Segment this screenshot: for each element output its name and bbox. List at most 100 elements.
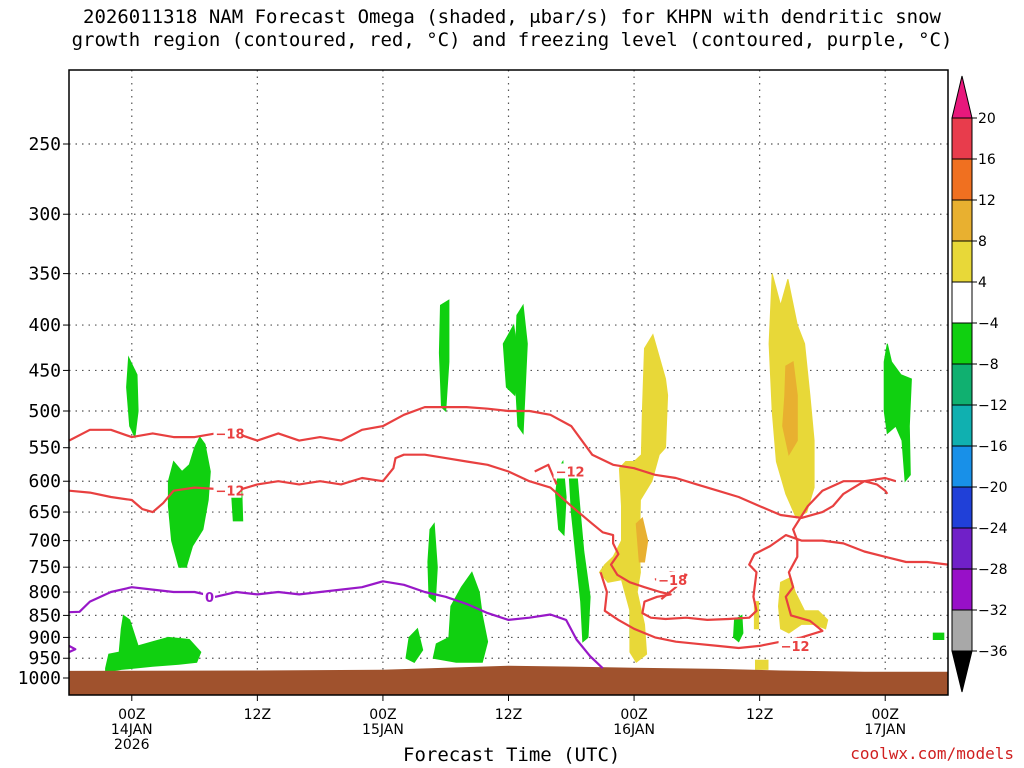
omega-region-5 [502,323,520,397]
colorbar-swatch-8 [951,445,973,488]
colorbar-label-5: −4 [978,316,999,332]
omega-region-21 [755,659,769,670]
dgz-isotherm-line-0 [69,406,897,520]
y-tick-label-1000: 1000 [18,668,61,689]
pressure-axis: 2503003504004505005506006507007508008509… [18,134,69,689]
omega-shading [105,273,945,673]
x-axis-label: Forecast Time (UTC) [403,744,621,766]
omega-region-3 [105,614,202,673]
colorbar-swatch-4 [951,281,973,324]
y-tick-label-550: 550 [28,438,61,459]
colorbar-swatch-10 [951,527,973,570]
colorbar-label-0: 20 [978,111,996,127]
colorbar-swatch-9 [951,486,973,529]
dgz-isotherm-label-bg-0 [213,425,242,441]
chart-title: 2026011318 NAM Forecast Omega (shaded, μ… [0,6,1024,52]
colorbar-label-11: −28 [978,562,1008,578]
dgz-isotherm-label-2: −12 [556,465,585,480]
omega-region-16 [932,632,945,640]
freezing-isotherm-line-1 [69,644,77,654]
colorbar-swatch-6 [951,363,973,406]
x-tick-label-4-1: 16JAN [613,722,655,738]
x-tick-label-6-0: 00Z [872,707,899,723]
colorbar-swatch-2 [951,199,973,242]
colorbar-label-9: −20 [978,480,1008,496]
omega-region-22 [782,360,798,457]
omega-region-8 [432,571,489,663]
omega-region-0 [126,355,139,439]
colorbar-label-10: −24 [978,521,1008,537]
terrain-layer [69,665,948,695]
y-tick-label-950: 950 [28,648,61,669]
dgz-isotherm-label-bg-3 [778,637,807,653]
dgz-isotherm-label-bg-2 [553,463,582,479]
dgz-isotherm-label-4: −18 [658,574,687,589]
omega-region-23 [635,516,649,563]
source-credit: coolwx.com/models [850,744,1014,763]
omega-region-9 [405,627,424,663]
dgz-isotherm-label-1: −12 [216,485,245,500]
terrain-surface [69,665,948,695]
colorbar-label-8: −16 [978,439,1008,455]
x-tick-label-3-0: 12Z [495,707,522,723]
omega-region-14 [732,614,744,643]
dgz-isotherm-line-1 [69,453,948,622]
colorbar-label-7: −12 [978,398,1008,414]
y-tick-label-300: 300 [28,204,61,225]
colorbar-swatch-0 [951,117,973,160]
x-tick-label-5-0: 12Z [746,707,773,723]
colorbar-label-4: 4 [978,275,987,291]
colorbar-swatch-5 [951,322,973,365]
colorbar-top-arrow [951,75,973,119]
colorbar-label-6: −8 [978,357,999,373]
y-tick-label-400: 400 [28,315,61,336]
chart-title-line1: 2026011318 NAM Forecast Omega (shaded, μ… [83,6,941,28]
colorbar-label-3: 8 [978,234,987,250]
dgz-isotherm-label-3: −12 [781,640,810,655]
omega-region-15 [883,343,912,483]
y-tick-label-900: 900 [28,627,61,648]
colorbar-swatch-7 [951,404,973,447]
colorbar-swatch-11 [951,568,973,611]
x-tick-label-6-1: 17JAN [864,722,906,738]
x-tick-label-4-0: 00Z [620,707,647,723]
x-tick-label-0-1: 14JAN [111,722,153,738]
colorbar-label-12: −32 [978,603,1008,619]
dgz-isotherm-line-3 [599,480,889,650]
y-tick-label-750: 750 [28,557,61,578]
y-tick-label-350: 350 [28,264,61,285]
dgz-isotherm-label-bg-1 [213,482,242,498]
y-tick-label-250: 250 [28,134,61,155]
dgz-isotherm-label-0: −18 [216,427,245,442]
y-tick-label-500: 500 [28,401,61,422]
colorbar-label-2: 12 [978,193,996,209]
x-tick-label-2-1: 15JAN [362,722,404,738]
colorbar-label-13: −36 [978,644,1008,660]
x-tick-label-1-0: 12Z [244,707,271,723]
y-tick-label-850: 850 [28,605,61,626]
omega-region-6 [438,299,450,413]
y-tick-label-650: 650 [28,502,61,523]
x-tick-label-0-0: 00Z [118,707,145,723]
x-tick-label-2-0: 00Z [369,707,396,723]
freezing-isotherm-line-0 [69,580,604,669]
colorbar-swatch-3 [951,240,973,283]
omega-region-1 [167,436,211,568]
omega-region-12 [568,467,591,643]
colorbar-swatch-1 [951,158,973,201]
y-tick-label-800: 800 [28,582,61,603]
colorbar-bottom-arrow [951,650,973,693]
omega-region-10 [466,585,473,603]
temperature-contours: −18 −12 −12 −12 −18 0 [69,406,948,669]
y-tick-label-600: 600 [28,471,61,492]
dgz-isotherm-label-bg-4 [656,571,685,587]
freezing-isotherm-label-bg-0 [203,588,216,604]
colorbar-swatch-12 [951,609,973,652]
y-tick-label-700: 700 [28,531,61,552]
chart-title-line2: growth region (contoured, red, °C) and f… [71,29,953,51]
omega-colorbar: 20 16 12 8 4 −4 −8 −12 −16 −20 −24 −28 −32 −36 [951,75,1008,693]
y-tick-label-450: 450 [28,360,61,381]
colorbar-label-1: 16 [978,152,996,168]
